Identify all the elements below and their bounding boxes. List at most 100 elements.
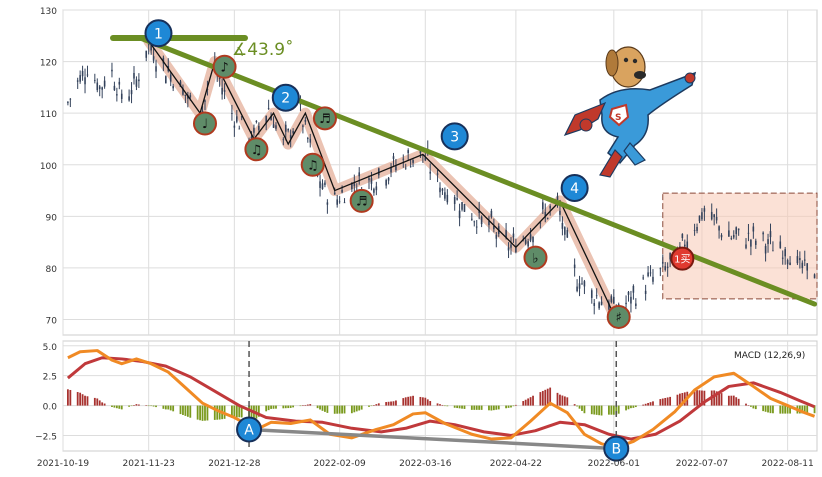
macd-bar — [647, 402, 649, 406]
candle-body — [730, 238, 733, 239]
pattern-marker-green — [523, 245, 548, 270]
macd-bar — [578, 405, 581, 409]
macd-bar — [559, 394, 561, 406]
candle-body — [652, 276, 654, 282]
macd-bar — [730, 395, 733, 406]
x-tick-label: 2021-12-28 — [208, 459, 261, 469]
candle-body — [664, 266, 667, 270]
macd-bar — [179, 405, 182, 415]
macd-bar — [412, 395, 414, 406]
macd-bar — [490, 405, 493, 411]
price-y-tick-label: 80 — [46, 265, 58, 275]
candle-body — [223, 90, 226, 92]
macd-bar — [189, 405, 192, 418]
macd-bar — [615, 405, 618, 415]
candle-body — [471, 218, 473, 220]
highlight-rect — [662, 192, 818, 300]
macd-legend: MACD (12,26,9) — [734, 351, 805, 361]
macd-bar — [162, 405, 165, 409]
candle-body — [419, 150, 422, 154]
divergence-marker — [603, 435, 630, 462]
candle-body — [737, 228, 740, 231]
candle-body — [493, 226, 495, 230]
candle-body — [745, 244, 747, 249]
candle-body — [118, 81, 121, 85]
candle-body — [353, 183, 356, 187]
macd-bar — [390, 401, 392, 406]
candle-body — [549, 205, 551, 209]
candle-body — [67, 102, 69, 104]
candle-body — [436, 173, 439, 175]
macd-bar — [257, 405, 260, 417]
candle-body — [803, 259, 806, 261]
candle-body — [767, 239, 769, 245]
macd-bar — [79, 392, 82, 406]
candle-body — [453, 197, 456, 205]
macd-bar — [118, 405, 121, 409]
macd-bar — [66, 389, 69, 406]
candle-body — [732, 235, 735, 238]
candle-body — [387, 177, 390, 181]
macd-bar — [632, 405, 635, 408]
candle-body — [145, 50, 148, 58]
price-y-tick-label: 130 — [40, 7, 57, 17]
candle-body — [111, 69, 113, 72]
candle-body — [754, 240, 757, 245]
macd-bar — [443, 405, 446, 407]
candle-body — [150, 44, 152, 51]
macd-bar — [429, 401, 432, 406]
candle-body — [593, 303, 596, 306]
macd-bar — [421, 397, 424, 406]
macd-bar — [341, 405, 343, 414]
pattern-marker-label: ♯ — [616, 311, 622, 326]
candle-body — [240, 116, 243, 118]
macd-bar — [453, 405, 456, 408]
pattern-marker-green — [606, 304, 631, 329]
candle-body — [258, 126, 260, 130]
macd-bar — [385, 402, 388, 406]
candle-body — [287, 129, 290, 131]
candle-body — [147, 44, 150, 46]
macd-bar — [350, 405, 353, 414]
candle-body — [289, 134, 292, 139]
macd-bar — [713, 390, 716, 406]
candle-body — [81, 70, 84, 77]
candle-body — [165, 76, 167, 84]
candle-body — [96, 82, 99, 91]
macd-bar — [113, 405, 116, 408]
macd-bar — [69, 389, 72, 406]
candle-body — [524, 239, 527, 244]
pattern-marker-label: ♪ — [220, 60, 228, 75]
candle-body — [600, 301, 603, 306]
macd-bar — [111, 405, 113, 407]
candle-body — [698, 215, 701, 222]
macd-bar — [233, 405, 236, 418]
macd-bar — [598, 405, 601, 416]
macd-bar — [292, 405, 295, 408]
macd-bar — [806, 405, 809, 414]
zigzag-path — [148, 40, 615, 315]
macd-bar — [652, 401, 654, 406]
macd-bar — [289, 405, 292, 408]
macd-bar — [201, 405, 204, 421]
candle-body — [573, 264, 576, 269]
macd-bar — [96, 398, 99, 406]
zigzag-line — [148, 40, 615, 315]
macd-y-tick-label: −2.5 — [35, 432, 57, 442]
candle-body — [255, 120, 258, 122]
candle-body — [412, 159, 414, 163]
macd-bar — [576, 405, 578, 407]
pattern-marker-green — [192, 111, 217, 136]
candle-body — [429, 171, 432, 174]
pattern-marker-green — [212, 54, 237, 79]
candle-body — [613, 296, 615, 304]
candle-body — [441, 188, 444, 191]
candle-body — [718, 226, 720, 231]
candle-body — [696, 226, 698, 231]
candle-body — [647, 272, 649, 277]
macd-bar — [735, 397, 738, 406]
pattern-labels: 1 ♪ ♩ 2 ♫ ♬ ♫ ♬ 3 ♭ 4 ♯ 1买 — [144, 19, 695, 329]
pattern-marker-label: 3 — [450, 129, 459, 145]
pattern-marker-label: ♬ — [356, 195, 368, 210]
